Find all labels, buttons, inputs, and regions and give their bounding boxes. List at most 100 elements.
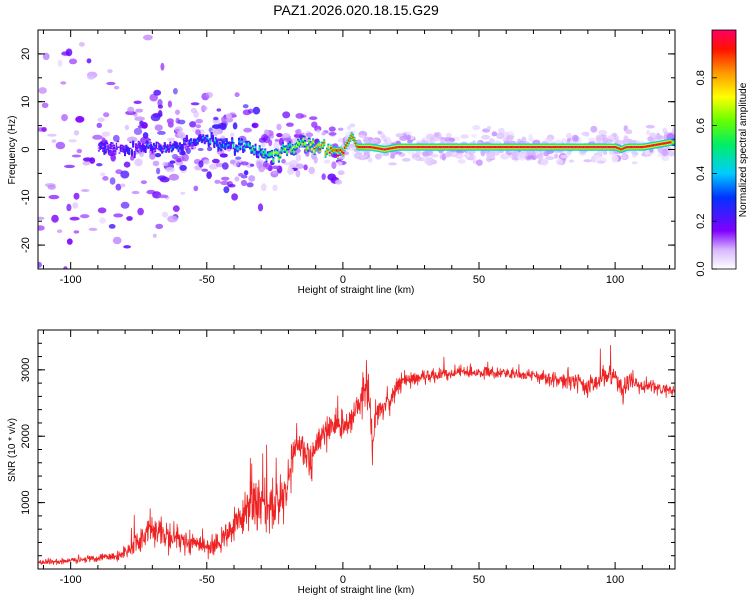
colorbar: 0.0 0.2 0.4 0.6 0.8 Normalized spectral ampl… (695, 29, 749, 277)
ridge-core (382, 148, 385, 151)
spectrogram-cell (120, 201, 130, 209)
ridge-core (293, 150, 295, 153)
ridge-core (629, 146, 632, 149)
ridge-core (595, 146, 598, 149)
spectrogram-cell (500, 153, 506, 159)
ridge-core (122, 148, 125, 151)
ridge-core (315, 146, 317, 150)
spectrogram-cell (96, 122, 103, 128)
ridge-core (339, 148, 342, 152)
spectrogram-cell (61, 51, 70, 56)
spectrogram-cell (75, 116, 85, 123)
ridge-core (147, 144, 150, 147)
ridge-core (359, 146, 361, 149)
ridge-core (551, 146, 554, 149)
chart-title: PAZ1.2026.020.18.15.G29 (273, 2, 439, 18)
ridge-core (536, 146, 539, 149)
spectrogram-cell (153, 89, 162, 96)
ridge-core (383, 148, 386, 151)
ridge-core (561, 146, 563, 149)
ridge-core (585, 146, 588, 149)
spectrogram-cell (38, 87, 47, 94)
spectrogram-cell (611, 154, 619, 163)
snr-y-axis: 1000 2000 3000 (20, 329, 675, 570)
ridge-core (592, 146, 595, 149)
ridge-core (190, 140, 192, 143)
spectrogram-cell (143, 34, 153, 41)
spectrogram-cell (496, 132, 505, 140)
spectrogram-cell (584, 132, 590, 137)
ridge-core (273, 151, 276, 154)
spectrogram-cell (149, 152, 156, 160)
spectrogram-cell (221, 162, 229, 170)
ridge-core (654, 143, 657, 147)
ridge-core (567, 146, 570, 149)
ridge-core (389, 147, 392, 150)
ridge-core (424, 146, 427, 149)
spectrogram-cell (63, 266, 68, 269)
spectrogram-cell (64, 164, 75, 169)
spectrogram-cell (208, 164, 218, 170)
snr-x-axis: -100 -50 0 50 100 (42, 330, 671, 586)
spectrogram-cell (69, 216, 80, 221)
ridge-core (484, 146, 486, 149)
spectrogram-cell (328, 126, 336, 132)
spectrogram-cell (246, 182, 254, 188)
ridge-core (621, 148, 624, 151)
spectrogram-cell (512, 151, 518, 159)
spectrogram-cell (303, 164, 308, 171)
spectrogram-cell (360, 154, 368, 159)
spectrogram-cell (109, 177, 116, 185)
spectrogram-cell (657, 153, 663, 157)
spectrogram-cell (625, 129, 633, 135)
ridge-core (529, 146, 532, 149)
ridge-core (514, 146, 517, 149)
x-tick-label: -100 (60, 274, 82, 286)
ridge-core (413, 146, 416, 149)
spectrogram-cell (221, 116, 227, 124)
ridge-core (235, 146, 238, 150)
spectrogram-cell (308, 166, 316, 175)
ridge-core (468, 146, 471, 149)
ridge-core (515, 146, 518, 149)
spectrogram-cell (593, 154, 602, 162)
ridge-core (236, 147, 239, 150)
ridge-core (200, 138, 203, 141)
spectrogram-cell (139, 150, 145, 158)
spectrogram-cell (231, 193, 239, 201)
spectrogram-cell (295, 153, 302, 162)
spectrogram-cell (38, 261, 42, 268)
spectrogram-cell (86, 58, 92, 64)
spectrogram-cell (261, 134, 269, 141)
ridge-core (146, 142, 148, 146)
ridge-core (327, 146, 330, 149)
ridge-core (291, 146, 294, 149)
spectrogram-cell (157, 194, 169, 199)
ridge-core (431, 146, 434, 149)
ridge-core (365, 146, 368, 149)
spectrogram-cell (282, 111, 291, 119)
spectrogram-cell (425, 156, 435, 164)
ridge-core (209, 140, 212, 143)
ridge-core (174, 143, 177, 146)
ridge-core (490, 146, 493, 149)
ridge-core (374, 146, 377, 149)
ridge-core (655, 143, 658, 146)
ridge-core (405, 146, 408, 149)
spectrogram-cell (335, 179, 343, 185)
spectrogram-cell (540, 158, 549, 166)
snr-y-axis-label: SNR (10 * v/v) (7, 418, 18, 482)
ridge-core (651, 144, 654, 147)
ridge-core (249, 144, 251, 147)
ridge-core (210, 134, 213, 137)
ridge-core (385, 148, 388, 151)
ridge-core (499, 146, 502, 149)
ridge-core (211, 137, 214, 140)
ridge-core (478, 146, 481, 149)
ridge-core (650, 144, 653, 147)
ridge-core (108, 146, 111, 149)
spectrogram-cell (299, 135, 306, 139)
ridge-core (162, 147, 165, 150)
spectrogram-cell (476, 159, 483, 166)
spectrogram-cell (68, 58, 78, 65)
